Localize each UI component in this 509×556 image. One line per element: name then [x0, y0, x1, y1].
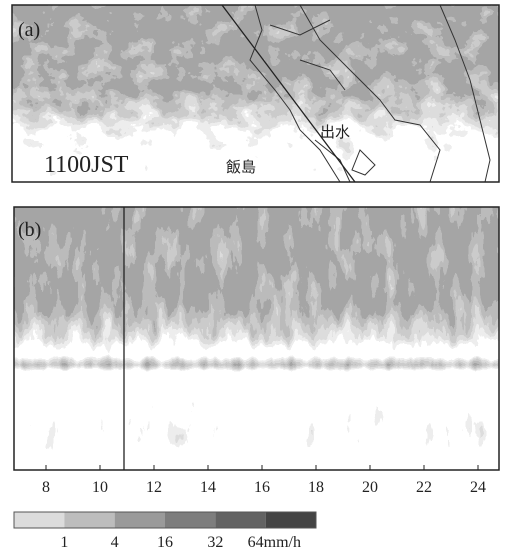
- place-label: 出水: [320, 123, 350, 141]
- colorbar-segment: [215, 512, 266, 528]
- panel-frame: [11, 4, 500, 183]
- colorbar-segment: [265, 512, 316, 528]
- x-tick-label: 18: [308, 479, 324, 496]
- x-tick-label: 10: [92, 479, 108, 496]
- x-tick-label: 12: [146, 479, 162, 496]
- panel-b: (b) 8 10 12 14 16 18 20 22 24: [13, 206, 500, 496]
- colorbar-segment: [64, 512, 115, 528]
- section-line: [221, 4, 356, 183]
- x-tick-label: 22: [416, 479, 432, 496]
- colorbar: 1 4 16 32 64mm/h: [13, 511, 317, 551]
- panel-label: (b): [18, 219, 41, 241]
- colorbar-segment: [114, 512, 165, 528]
- colorbar-label: 16: [157, 534, 173, 551]
- x-tick-label: 20: [362, 479, 378, 496]
- colorbar-label: 64mm/h: [248, 534, 301, 551]
- radar-echo: [12, 5, 499, 182]
- x-tick-label: 14: [200, 479, 216, 496]
- panel-label: (a): [18, 19, 40, 41]
- time-label: 1100JST: [44, 152, 129, 178]
- colorbar-frame: [13, 511, 317, 529]
- colorbar-label: 32: [207, 534, 223, 551]
- colorbar-segment: [165, 512, 216, 528]
- coastline: [249, 4, 491, 183]
- x-tick-label: 8: [42, 479, 50, 496]
- radar-echo: [14, 207, 499, 470]
- panel-frame: [13, 206, 500, 471]
- x-tick-label: 16: [254, 479, 270, 496]
- colorbar-label: 1: [60, 534, 68, 551]
- colorbar-label: 4: [111, 534, 119, 551]
- colorbar-segment: [14, 512, 65, 528]
- x-tick-label: 24: [470, 479, 486, 496]
- place-label: 飯島: [226, 158, 256, 176]
- panel-a: (a) 1100JST 飯島 出水: [11, 4, 500, 183]
